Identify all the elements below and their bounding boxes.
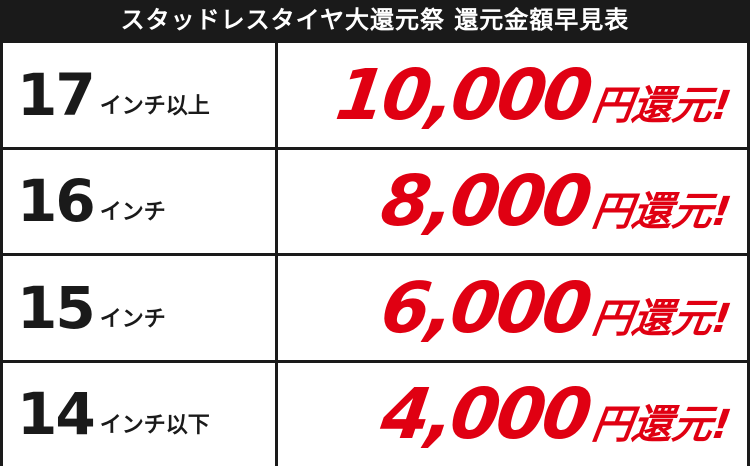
size-cell: 16 インチ	[3, 149, 275, 253]
inch-number: 16	[17, 167, 96, 236]
rebate-suffix: 円還元!	[588, 402, 734, 449]
inch-label: インチ	[99, 306, 166, 332]
rebate-amount: 10,000	[330, 53, 595, 136]
amount-cell: 4,000 円還元!	[278, 362, 747, 466]
amount-cell: 8,000 円還元!	[278, 149, 747, 253]
size-cell: 17 インチ以上	[3, 43, 275, 147]
table-row: 14 インチ以下 4,000 円還元!	[3, 362, 747, 466]
rebate-suffix: 円還元!	[588, 189, 734, 236]
table-row: 16 インチ 8,000 円還元!	[3, 149, 747, 253]
inch-label: インチ	[99, 200, 166, 226]
inch-label: インチ以上	[99, 93, 210, 119]
rebate-suffix: 円還元!	[588, 82, 734, 129]
size-cell: 15 インチ	[3, 256, 275, 360]
inch-label: インチ以下	[99, 413, 210, 439]
rebate-amount: 8,000	[376, 160, 595, 243]
header-title: スタッドレスタイヤ大還元祭 還元金額早見表	[120, 6, 630, 34]
table-row: 17 インチ以上 10,000 円還元!	[3, 43, 747, 147]
rebate-suffix: 円還元!	[588, 295, 734, 342]
inch-number: 14	[17, 380, 96, 449]
rebate-amount: 6,000	[376, 266, 595, 349]
rebate-amount: 4,000	[376, 373, 595, 456]
table: 17 インチ以上 10,000 円還元! 16 インチ 8,000 円還元! 15 インチ 6,00…	[0, 40, 750, 466]
amount-cell: 6,000 円還元!	[278, 256, 747, 360]
size-cell: 14 インチ以下	[3, 362, 275, 466]
inch-number: 15	[17, 273, 96, 342]
inch-number: 17	[17, 60, 96, 129]
table-row: 15 インチ 6,000 円還元!	[3, 256, 747, 360]
amount-cell: 10,000 円還元!	[278, 43, 747, 147]
